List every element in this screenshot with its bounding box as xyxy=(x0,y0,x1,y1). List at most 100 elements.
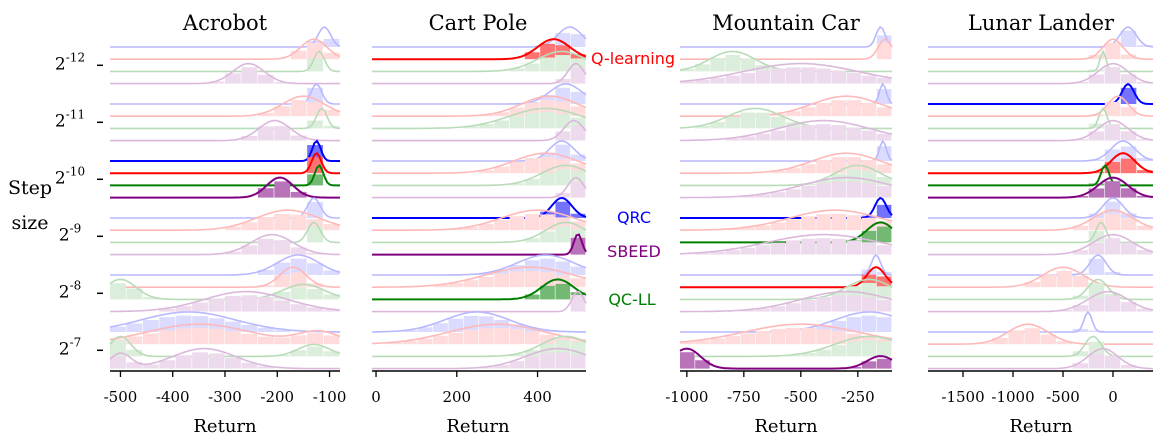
histogram-bar xyxy=(786,240,801,255)
histogram-bar xyxy=(801,327,816,345)
panel-acrobot: Acrobot Return -500 -400 -300 -200 -100 xyxy=(104,11,347,437)
density-curve-qrc xyxy=(928,254,1153,276)
histogram-bar xyxy=(740,227,756,231)
density-curve-sbeed xyxy=(928,347,1153,370)
histogram-bar xyxy=(387,342,402,345)
histogram-bar xyxy=(570,34,586,47)
histogram-bar xyxy=(494,120,509,129)
histogram-bar xyxy=(801,185,816,198)
panel-cart-pole: Cart Pole Return 0 200 400 xyxy=(371,11,587,437)
histogram-bar xyxy=(479,124,494,129)
histogram-bar xyxy=(816,160,831,174)
histogram-bar xyxy=(570,266,586,275)
histogram-bar xyxy=(479,114,494,117)
histogram-bar xyxy=(307,42,323,60)
histogram-bar xyxy=(142,296,159,300)
histogram-bar xyxy=(1072,305,1089,312)
density-curve-qcll xyxy=(372,164,587,187)
histogram-bar xyxy=(509,324,525,332)
density-curve-sbeed xyxy=(928,233,1154,256)
histogram-bar xyxy=(290,287,307,300)
histogram-bar xyxy=(725,336,740,345)
histogram-bar xyxy=(801,183,816,186)
histogram-bar xyxy=(307,219,323,231)
histogram-bar xyxy=(307,120,323,129)
histogram-bar xyxy=(290,272,307,288)
histogram-bar xyxy=(555,55,571,72)
histogram-bar xyxy=(524,113,540,129)
density-curve-qlearning xyxy=(109,323,341,341)
histogram-bar xyxy=(555,226,571,243)
histogram-bar xyxy=(1120,218,1137,231)
legend-qrc: QRC xyxy=(617,208,651,227)
histogram-bar xyxy=(290,214,307,231)
histogram-bar xyxy=(876,221,892,231)
histogram-bar xyxy=(680,69,695,72)
histogram-bar xyxy=(770,242,786,255)
histogram-bar xyxy=(257,188,274,198)
histogram-bar xyxy=(1088,54,1105,60)
histogram-bar xyxy=(307,283,323,288)
histogram-bar xyxy=(1024,328,1040,345)
histogram-bar xyxy=(1088,258,1105,275)
histogram-bar xyxy=(274,126,291,141)
histogram-bar xyxy=(876,186,892,198)
histogram-bar xyxy=(1072,81,1089,84)
histogram-bar xyxy=(274,275,291,288)
histogram-bar xyxy=(1136,157,1153,161)
histogram-bar xyxy=(208,81,225,84)
histogram-bar xyxy=(770,116,786,129)
histogram-bar xyxy=(680,341,695,345)
legend: Q-learning QRC SBEED QC-LL xyxy=(591,49,675,309)
histogram-bar xyxy=(695,64,710,72)
histogram-bar xyxy=(755,112,771,129)
histogram-bar xyxy=(725,249,740,255)
histogram-bar xyxy=(110,326,126,332)
density-curve-qrc xyxy=(928,26,1154,48)
legend-sbeed: SBEED xyxy=(607,242,661,261)
histogram-bar xyxy=(770,329,786,345)
density-curve-sbeed xyxy=(372,347,587,370)
histogram-bar xyxy=(770,170,786,174)
histogram-bar xyxy=(307,307,323,312)
histogram-bar xyxy=(876,226,892,243)
histogram-bar xyxy=(976,342,992,345)
density-curve-sbeed xyxy=(372,119,587,142)
histogram-bar xyxy=(1104,213,1121,231)
histogram-bar xyxy=(175,306,192,312)
step-size-label: 2-10 xyxy=(55,164,85,188)
histogram-bar xyxy=(1088,242,1105,255)
histogram-bar xyxy=(290,191,307,198)
histogram-bar xyxy=(570,181,586,198)
histogram-bar xyxy=(524,179,540,186)
histogram-bar xyxy=(1088,297,1105,312)
histogram-bar xyxy=(861,242,877,255)
histogram-bar xyxy=(831,70,846,84)
histogram-bar xyxy=(1136,195,1153,198)
density-curve-qlearning xyxy=(928,38,1153,60)
histogram-bar xyxy=(159,360,176,369)
histogram-bar xyxy=(257,327,274,332)
density-curve-qcll xyxy=(372,335,587,358)
histogram-bar xyxy=(323,109,340,117)
histogram-bar xyxy=(755,133,771,141)
histogram-bar xyxy=(755,330,771,345)
x-tick-label: -1000 xyxy=(991,388,1034,406)
histogram-bar xyxy=(570,355,586,369)
histogram-bar xyxy=(540,258,555,275)
histogram-bar xyxy=(225,295,241,312)
histogram-bar xyxy=(448,283,464,288)
histogram-bar xyxy=(740,136,756,141)
histogram-bar xyxy=(740,247,756,255)
histogram-bar xyxy=(225,73,241,84)
x-tick-label: -200 xyxy=(260,388,294,406)
histogram-bar xyxy=(846,317,862,332)
density-curve-qlearning xyxy=(372,266,587,288)
histogram-bar xyxy=(241,245,258,255)
histogram-bar xyxy=(257,112,274,117)
histogram-bar xyxy=(494,112,509,117)
histogram-bar xyxy=(1072,250,1089,255)
step-size-label: 2-11 xyxy=(55,107,85,131)
histogram-bar xyxy=(710,338,725,345)
histogram-bar xyxy=(1072,225,1089,231)
